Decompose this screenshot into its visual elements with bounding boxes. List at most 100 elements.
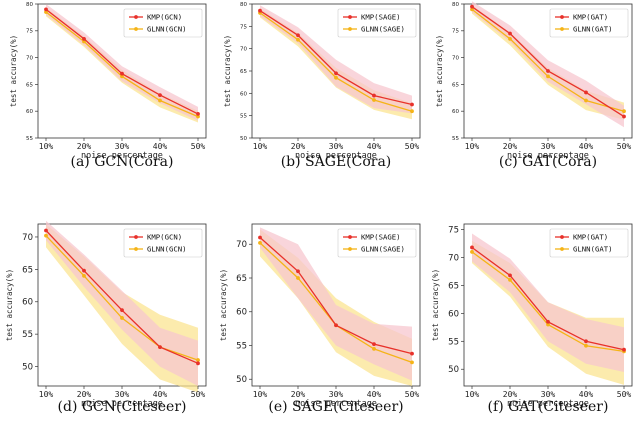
data-point-glnn-4 (372, 98, 376, 102)
legend-entry: GLNN(SAGE) (361, 245, 405, 254)
data-point-glnn-4 (372, 346, 376, 351)
x-tick-label: 20% (291, 390, 306, 399)
y-tick-label: 65 (240, 69, 247, 75)
x-tick-label: 40% (579, 390, 594, 399)
legend-box (123, 8, 203, 38)
y-tick-label: 50 (22, 363, 33, 373)
data-point-kmp-3 (120, 71, 124, 76)
y-tick-label: 70 (26, 56, 33, 62)
data-point-kmp-2 (296, 269, 300, 274)
data-point-glnn-1 (470, 250, 474, 254)
y-tick-label: 55 (240, 114, 247, 120)
legend-box (337, 8, 417, 38)
y-axis-label: test accuracy(%) (431, 269, 440, 341)
x-tick-label: 20% (503, 142, 518, 151)
chart-panel-3: 55 60 65 70 75 80 10% 20% 30% 40% 50% noise percent… (435, 1, 633, 170)
chart-panel-1: 55 60 65 70 75 80 10% 20% 30% 40% 50% noise percent… (9, 2, 207, 170)
x-tick-label: 50% (405, 142, 420, 151)
data-point-glnn-2 (296, 276, 300, 280)
panel-caption: (e) SAGE(Citeseer) (268, 399, 403, 415)
y-tick-label: 60 (240, 91, 247, 97)
legend-marker (348, 247, 352, 251)
chart-panel-4: 50 55 60 65 70 10% 20% 30% 40% 50% noise percentag… (5, 220, 207, 415)
data-point-kmp-2 (296, 33, 300, 38)
y-tick-label: 80 (26, 2, 33, 8)
data-point-kmp-3 (120, 308, 124, 313)
panel-caption: (a) GCN(Cora) (71, 154, 174, 170)
x-tick-label: 10% (253, 142, 268, 151)
x-tick-label: 10% (465, 390, 480, 399)
x-tick-label: 20% (503, 390, 518, 399)
x-tick-label: 20% (291, 142, 306, 151)
x-tick-label: 10% (253, 390, 268, 399)
y-tick-label: 75 (240, 24, 247, 30)
y-tick-label: 60 (452, 109, 459, 115)
panel-caption: (d) GCN(Citeseer) (58, 399, 187, 415)
x-tick-label: 40% (367, 142, 382, 151)
y-tick-label: 50 (448, 365, 459, 375)
legend-marker (348, 15, 352, 19)
data-point-kmp-1 (258, 8, 262, 13)
data-point-glnn-3 (120, 316, 124, 320)
x-axis-label: noise percentage (507, 399, 589, 409)
legend-entry: KMP(SAGE) (361, 233, 401, 242)
data-point-kmp-4 (372, 342, 376, 347)
x-tick-label: 50% (617, 390, 632, 399)
y-axis-label: test accuracy(%) (5, 269, 14, 341)
confidence-band-kmp (46, 4, 198, 121)
data-point-glnn-1 (44, 233, 48, 238)
legend-marker (560, 15, 564, 19)
legend-entry: GLNN(GAT) (573, 245, 613, 254)
y-tick-label: 60 (448, 309, 459, 319)
data-point-kmp-5 (410, 351, 414, 356)
data-point-kmp-5 (196, 111, 200, 116)
x-tick-label: 30% (329, 390, 344, 399)
data-point-kmp-4 (158, 93, 162, 98)
legend-entry: GLNN(SAGE) (361, 25, 405, 34)
data-point-kmp-5 (410, 102, 414, 107)
data-point-kmp-5 (622, 347, 626, 352)
legend-box (123, 228, 203, 258)
confidence-band-kmp (260, 5, 412, 114)
data-point-glnn-4 (584, 98, 588, 103)
legend-entry: KMP(GAT) (573, 233, 608, 242)
y-tick-label: 60 (236, 308, 247, 318)
x-tick-label: 30% (115, 390, 130, 399)
legend-entry: KMP(GAT) (573, 13, 608, 22)
data-point-glnn-2 (296, 37, 300, 42)
x-tick-label: 10% (39, 390, 54, 399)
x-tick-label: 50% (191, 390, 206, 399)
data-point-glnn-3 (120, 74, 124, 79)
x-tick-label: 30% (541, 390, 556, 399)
data-point-glnn-1 (258, 241, 262, 245)
legend-entry: KMP(GCN) (147, 13, 182, 22)
panel-caption: (f) GAT(Citeseer) (488, 399, 609, 415)
x-tick-label: 30% (541, 142, 556, 151)
data-point-glnn-2 (82, 273, 86, 278)
y-tick-label: 65 (236, 274, 247, 284)
legend-entry: GLNN(GAT) (573, 25, 613, 34)
legend-marker (134, 247, 138, 251)
data-point-glnn-5 (196, 114, 200, 119)
legend-marker (560, 27, 564, 31)
legend-marker (134, 27, 138, 31)
y-tick-label: 80 (452, 2, 459, 8)
data-point-kmp-3 (334, 323, 338, 328)
data-point-glnn-3 (546, 74, 550, 79)
y-tick-label: 75 (26, 29, 33, 35)
y-tick-label: 70 (236, 240, 247, 250)
data-point-kmp-5 (196, 361, 200, 366)
x-tick-label: 50% (617, 142, 632, 151)
data-point-kmp-1 (44, 228, 48, 233)
confidence-band-kmp (472, 233, 624, 372)
data-point-glnn-4 (584, 343, 588, 348)
y-tick-label: 55 (236, 341, 247, 351)
x-axis-label: noise percentage (507, 151, 589, 161)
y-tick-label: 65 (452, 82, 459, 88)
legend-box (337, 228, 417, 258)
data-point-glnn-2 (508, 277, 512, 282)
y-tick-label: 75 (448, 226, 459, 236)
data-point-kmp-1 (470, 4, 474, 9)
data-point-glnn-5 (622, 109, 626, 114)
